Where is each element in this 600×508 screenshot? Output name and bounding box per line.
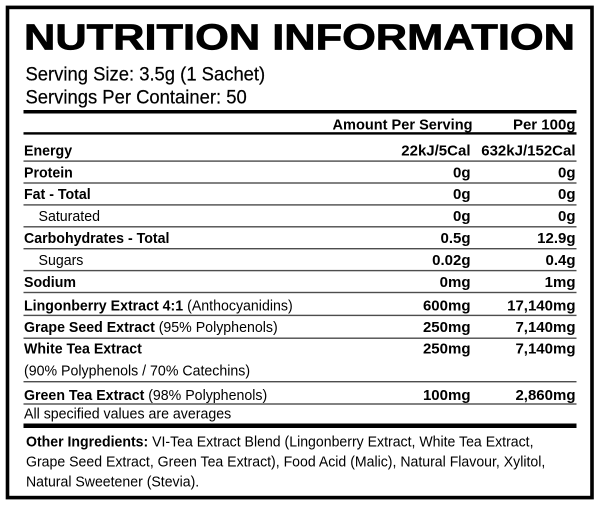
svg-text:7,140mg: 7,140mg <box>515 341 575 358</box>
svg-text:All specified values are avera: All specified values are averages <box>24 406 231 423</box>
svg-text:0g: 0g <box>453 208 471 225</box>
svg-text:VI-Tea Extract Blend (Lingonbe: VI-Tea Extract Blend (Lingonberry Extrac… <box>152 433 533 450</box>
svg-text:(98% Polyphenols): (98% Polyphenols) <box>148 387 267 404</box>
svg-text:Per 100g: Per 100g <box>513 116 576 133</box>
svg-text:632kJ/152Cal: 632kJ/152Cal <box>481 142 575 159</box>
svg-text:Other Ingredients:: Other Ingredients: <box>26 433 148 450</box>
svg-text:Carbohydrates - Total: Carbohydrates - Total <box>24 230 169 247</box>
svg-text:(90% Polyphenols / 70% Catechi: (90% Polyphenols / 70% Catechins) <box>24 362 250 379</box>
svg-text:Green Tea Extract: Green Tea Extract <box>24 387 144 404</box>
svg-text:7,140mg: 7,140mg <box>515 319 575 336</box>
svg-text:(Anthocyanidins): (Anthocyanidins) <box>187 297 293 314</box>
svg-text:600mg: 600mg <box>423 297 471 314</box>
svg-text:Servings Per Container: 50: Servings Per Container: 50 <box>26 87 247 109</box>
svg-text:250mg: 250mg <box>423 319 471 336</box>
svg-text:17,140mg: 17,140mg <box>507 297 575 314</box>
svg-text:250mg: 250mg <box>423 341 471 358</box>
svg-text:0.5g: 0.5g <box>440 230 470 247</box>
svg-text:Energy: Energy <box>24 142 73 159</box>
svg-text:0mg: 0mg <box>440 274 471 291</box>
svg-text:Natural Sweetener (Stevia).: Natural Sweetener (Stevia). <box>26 473 199 490</box>
svg-text:0.02g: 0.02g <box>432 252 470 269</box>
svg-text:Fat - Total: Fat - Total <box>24 186 91 203</box>
svg-text:Protein: Protein <box>24 164 73 181</box>
svg-text:1mg: 1mg <box>545 274 576 291</box>
svg-text:0g: 0g <box>453 164 471 181</box>
svg-text:Lingonberry Extract 4:1: Lingonberry Extract 4:1 <box>24 297 183 314</box>
svg-text:22kJ/5Cal: 22kJ/5Cal <box>401 142 470 159</box>
svg-text:12.9g: 12.9g <box>537 230 575 247</box>
svg-text:Grape Seed Extract, Green Tea: Grape Seed Extract, Green Tea Extract), … <box>26 453 545 470</box>
svg-text:Saturated: Saturated <box>39 208 101 225</box>
svg-text:0g: 0g <box>558 186 576 203</box>
svg-text:100mg: 100mg <box>423 387 471 404</box>
svg-text:Serving Size: 3.5g (1 Sachet): Serving Size: 3.5g (1 Sachet) <box>26 64 266 86</box>
svg-text:0g: 0g <box>558 164 576 181</box>
svg-text:Sugars: Sugars <box>39 252 84 269</box>
svg-text:NUTRITION INFORMATION: NUTRITION INFORMATION <box>24 16 575 57</box>
svg-text:2,860mg: 2,860mg <box>515 387 575 404</box>
svg-text:0g: 0g <box>453 186 471 203</box>
svg-text:White Tea Extract: White Tea Extract <box>24 341 142 358</box>
svg-text:0g: 0g <box>558 208 576 225</box>
svg-text:Grape Seed Extract: Grape Seed Extract <box>24 319 155 336</box>
svg-text:0.4g: 0.4g <box>545 252 575 269</box>
svg-text:Sodium: Sodium <box>24 274 76 291</box>
svg-text:(95% Polyphenols): (95% Polyphenols) <box>159 319 278 336</box>
svg-text:Amount Per Serving: Amount Per Serving <box>333 116 473 133</box>
